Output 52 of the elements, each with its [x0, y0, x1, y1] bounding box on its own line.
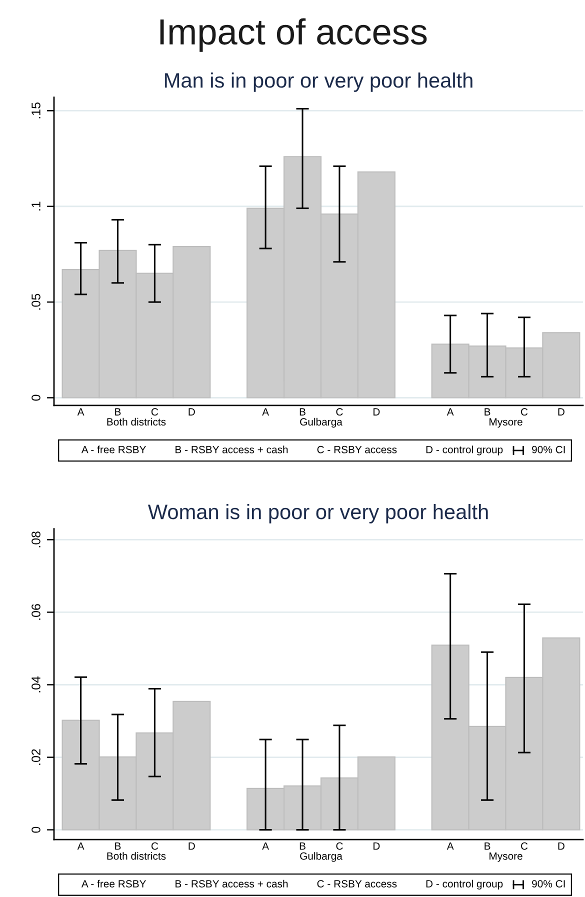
- text: A: [446, 842, 454, 850]
- text: A - free RSBY: [81, 446, 146, 454]
- text: A: [446, 408, 454, 416]
- y-tick-label: .04: [32, 676, 40, 692]
- series-label: D: [188, 408, 195, 416]
- x-tick-label: Both districts: [107, 852, 166, 860]
- text: B: [300, 408, 306, 416]
- text: D: [374, 408, 380, 416]
- text: C: [521, 842, 528, 850]
- text: D: [558, 842, 564, 850]
- chart-subtitle: Man is in poor or very poor health: [165, 72, 472, 92]
- y-tick-label: .15: [32, 102, 40, 118]
- series-label: A: [77, 842, 84, 850]
- text: D - control group: [426, 446, 503, 456]
- series-label: B: [115, 842, 121, 850]
- x-tick-label: Mysore: [490, 418, 522, 428]
- y-tick-label: .06: [32, 604, 40, 620]
- series-label: D: [188, 842, 195, 850]
- chart-title: Woman is in poor or very poor health: [148, 504, 488, 524]
- text: D: [374, 842, 380, 850]
- y-tick-label: 0: [32, 826, 40, 833]
- text: A: [262, 842, 270, 850]
- text: B: [484, 408, 490, 416]
- text: C: [521, 408, 528, 416]
- text: D - control group: [426, 880, 503, 890]
- text: B: [484, 842, 490, 850]
- y-tick-label: .02: [32, 749, 40, 765]
- text: B: [300, 842, 306, 850]
- series-label: A: [77, 408, 84, 416]
- chart-title: Impact of access: [160, 18, 427, 52]
- x-tick-label: Gulbarga: [300, 852, 342, 862]
- series-label: C: [151, 408, 158, 416]
- text: B - RSBY access + cash: [176, 880, 288, 888]
- text: D: [558, 408, 564, 416]
- text: 90% CI: [532, 446, 565, 454]
- text: 90% CI: [532, 880, 565, 888]
- x-tick-label: Mysore: [490, 852, 522, 862]
- y-tick-label: .08: [32, 532, 40, 548]
- x-tick-label: Gulbarga: [300, 418, 342, 428]
- y-tick-label: 0: [32, 394, 40, 401]
- y-tick-label: .1: [32, 202, 40, 210]
- series-label: C: [151, 842, 158, 850]
- text: B - RSBY access + cash: [176, 446, 288, 454]
- y-tick-label: .05: [32, 294, 40, 310]
- text: C: [336, 408, 343, 416]
- x-tick-label: Both districts: [107, 418, 166, 426]
- text: C: [336, 842, 343, 850]
- text: A - free RSBY: [81, 880, 146, 888]
- series-label: B: [115, 408, 121, 416]
- text: A: [262, 408, 270, 416]
- text: C - RSBY access: [317, 880, 397, 888]
- text: C - RSBY access: [317, 446, 397, 454]
